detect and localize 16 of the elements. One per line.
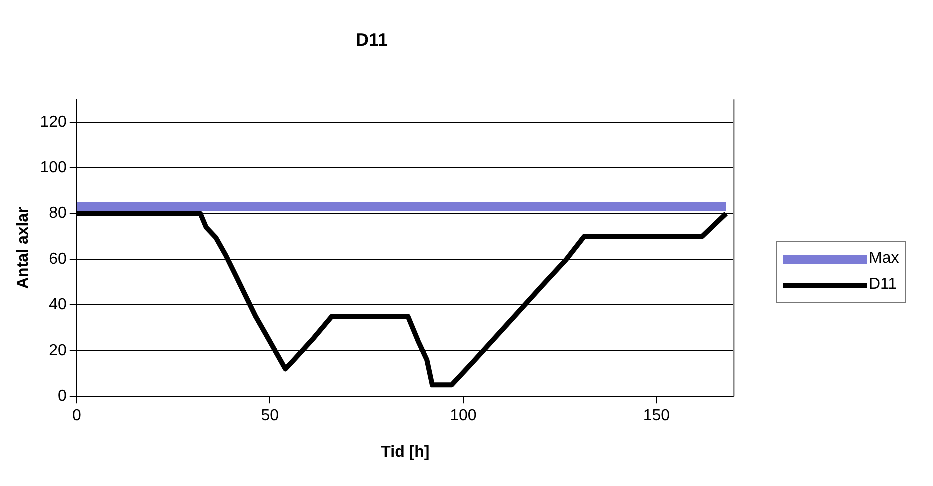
x-axis-title: Tid [h]: [381, 444, 430, 461]
y-tick-label: 100: [40, 160, 67, 177]
y-axis-title: Antal axlar: [15, 207, 32, 290]
y-tick-label: 60: [49, 250, 67, 268]
x-tick-label: 0: [72, 408, 82, 425]
y-tick-label: 80: [49, 205, 67, 222]
x-tick-label: 50: [261, 408, 280, 425]
chart-title: D11: [356, 30, 388, 50]
text: D11: [869, 276, 898, 294]
y-tick-label: 20: [49, 342, 67, 360]
y-tick-label: 40: [49, 296, 67, 314]
text: Max: [869, 250, 900, 268]
x-tick-label: 100: [450, 408, 477, 425]
x-tick-label: 150: [643, 408, 670, 425]
y-tick-label: 0: [58, 388, 67, 406]
y-tick-label: 120: [40, 114, 67, 131]
